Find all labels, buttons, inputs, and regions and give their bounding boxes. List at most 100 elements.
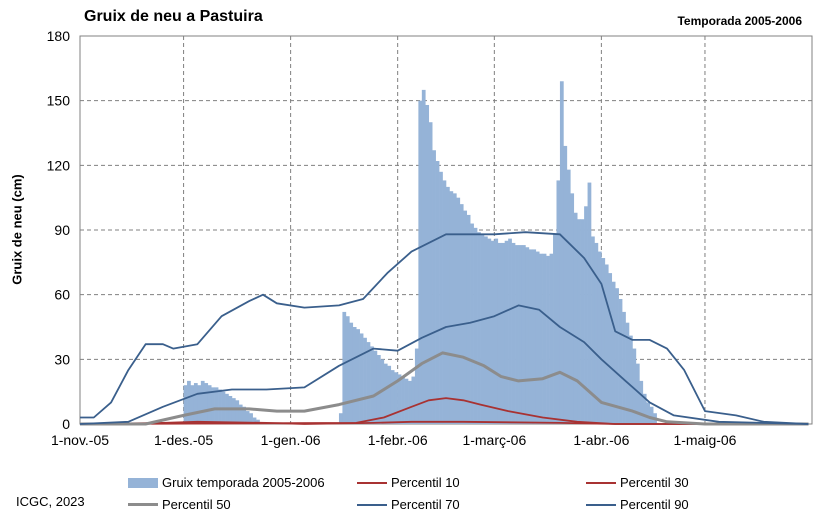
snow-depth-bar: [573, 212, 578, 424]
snow-depth-bar: [231, 398, 236, 424]
y-tick-label: 150: [47, 93, 71, 109]
snow-depth-bar: [459, 204, 464, 424]
snow-depth-bar: [528, 249, 533, 424]
y-tick-label: 0: [62, 416, 70, 432]
legend-swatch-p90: [586, 503, 616, 506]
snow-depth-bar: [580, 219, 585, 424]
snow-depth-bar: [632, 348, 637, 424]
snow-depth-bar: [494, 238, 499, 424]
snow-depth-bar: [497, 242, 502, 424]
snow-depth-bar: [238, 404, 243, 424]
snow-depth-bar: [373, 350, 378, 424]
snow-depth-bar: [466, 214, 471, 424]
legend-swatch-p10: [357, 481, 387, 484]
snow-depth-bar: [408, 380, 412, 424]
legend-swatch-p50: [128, 503, 158, 506]
x-tick-label: 1-abr.-06: [573, 432, 629, 448]
snow-depth-bar: [245, 411, 250, 424]
series-line-p10: [79, 397, 809, 425]
snow-depth-bar: [539, 253, 543, 424]
snow-depth-bar: [566, 169, 571, 424]
snow-depth-bar: [563, 145, 568, 424]
snow-depth-bar: [449, 191, 454, 424]
legend-swatch-p70: [357, 503, 387, 506]
snow-depth-bar: [518, 245, 523, 424]
legend-item-p10: Percentil 10: [357, 475, 460, 490]
snow-depth-bar: [342, 311, 347, 424]
snow-depth-bar: [411, 376, 416, 424]
snow-depth-bar: [352, 327, 357, 424]
snow-depth-bar: [383, 363, 388, 424]
snow-depth-bar: [508, 238, 512, 424]
snow-depth-bar: [470, 223, 474, 424]
snow-depth-bar: [401, 376, 405, 424]
snow-depth-bar: [570, 193, 575, 424]
snow-depth-bar: [556, 180, 561, 424]
snow-depth-bar: [615, 288, 619, 424]
snow-depth-bar: [366, 342, 371, 424]
snow-depth-bar: [587, 182, 592, 424]
snow-depth-bar: [646, 402, 651, 424]
snow-depth-bar: [483, 236, 488, 424]
snow-depth-bar: [190, 385, 195, 424]
y-tick-label: 90: [54, 222, 70, 238]
legend-swatch-p30: [586, 481, 616, 484]
snow-depth-bar: [197, 385, 202, 424]
footer-credit: ICGC, 2023: [16, 494, 85, 509]
snow-depth-bar: [439, 171, 443, 424]
snow-depth-bar: [601, 258, 606, 424]
snow-depth-bar: [425, 104, 430, 424]
snow-depth-bar: [639, 380, 644, 424]
x-tick-label: 1-març-06: [462, 432, 526, 448]
snow-depth-bar: [200, 380, 205, 424]
x-tick-label: 1-febr.-06: [368, 432, 428, 448]
snow-depth-bar: [608, 273, 613, 424]
legend-label: Percentil 70: [391, 497, 460, 512]
snow-depth-bar: [549, 253, 554, 424]
series-line-p50: [80, 351, 809, 426]
season-label: Temporada 2005-2006: [677, 14, 802, 28]
snow-depth-bar: [490, 240, 495, 424]
snow-depth-bar: [511, 242, 516, 424]
y-tick-label: 60: [54, 287, 70, 303]
snow-depth-bar: [187, 380, 191, 424]
series-line-p90: [80, 231, 809, 425]
snow-depth-bar: [390, 370, 395, 424]
snow-depth-bar: [356, 329, 360, 424]
snow-depth-bar: [183, 385, 188, 424]
snow-depth-bar: [525, 247, 530, 424]
snow-depth-bar: [421, 89, 426, 424]
snow-depth-bar: [345, 316, 350, 424]
snow-depth-bar: [446, 186, 450, 424]
legend-swatch-bars: [128, 477, 158, 488]
legend-label: Percentil 10: [391, 475, 460, 490]
snow-depth-bar: [535, 251, 540, 424]
snow-depth-bar: [252, 417, 257, 424]
snow-depth-bar: [463, 210, 468, 424]
snow-depth-bar: [428, 122, 433, 424]
snow-depth-bar: [235, 400, 240, 424]
snow-depth-bar: [618, 298, 623, 424]
snow-depth-bar: [594, 242, 599, 424]
snow-depth-bar: [649, 406, 654, 424]
legend-item-p30: Percentil 30: [586, 475, 689, 490]
snow-depth-bar: [211, 387, 215, 424]
snow-depth-bar: [214, 387, 219, 424]
snow-depth-bar: [349, 322, 354, 424]
snow-depth-bar: [404, 378, 409, 424]
series-line-p30: [79, 420, 809, 425]
snow-depth-bar: [376, 355, 381, 424]
snow-depth-bar: [207, 385, 212, 424]
snow-depth-bar: [487, 238, 492, 424]
snow-depth-bar: [515, 245, 519, 424]
snow-depth-bar: [363, 337, 367, 424]
legend-label: Percentil 30: [620, 475, 689, 490]
legend-label: Percentil 50: [162, 497, 231, 512]
snow-depth-bar: [338, 413, 343, 424]
legend-item-p90: Percentil 90: [586, 497, 689, 512]
snow-depth-bar: [394, 372, 398, 424]
snow-depth-bar: [397, 374, 402, 424]
chart-title: Gruix de neu a Pastuira: [84, 8, 263, 25]
snow-depth-bar: [442, 180, 447, 424]
